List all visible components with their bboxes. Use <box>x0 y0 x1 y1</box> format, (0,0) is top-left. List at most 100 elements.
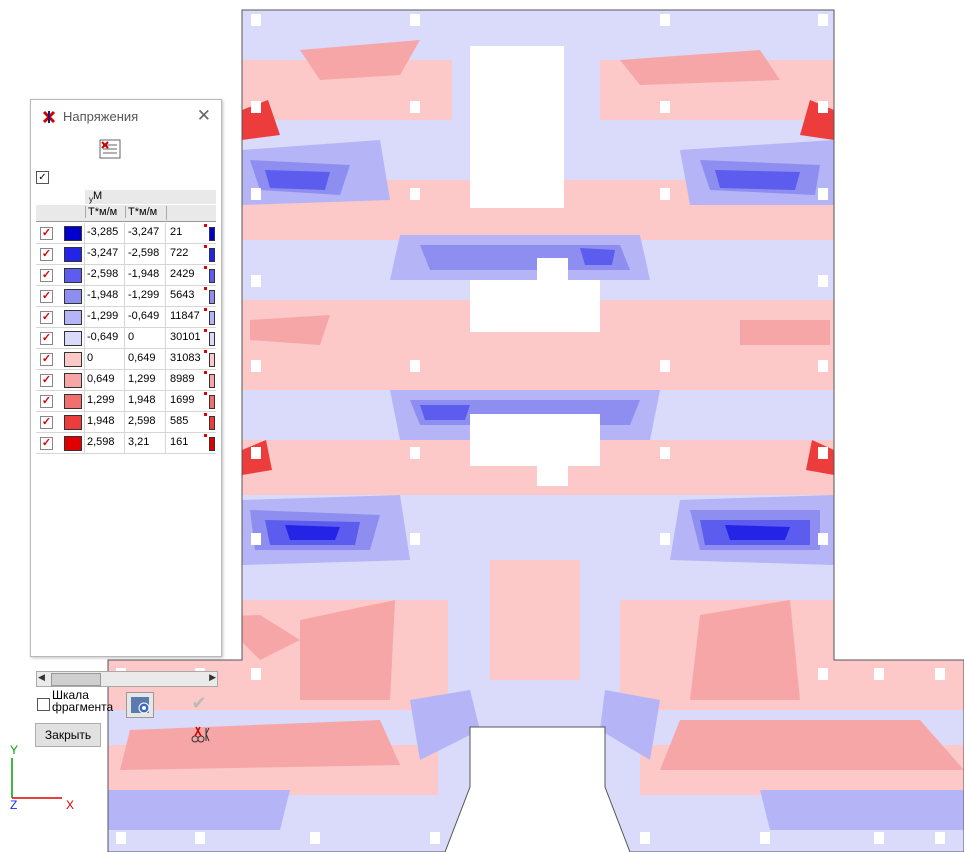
color-swatch[interactable] <box>64 289 82 304</box>
legend-row[interactable]: ✓ -3,285 -3,247 21 <box>36 223 216 244</box>
row-flag <box>204 287 207 290</box>
row-visibility-checkbox[interactable]: ✓ <box>40 437 53 450</box>
color-swatch[interactable] <box>64 247 82 262</box>
element-count: 11847 <box>170 310 200 322</box>
range-to: 1,948 <box>128 394 156 406</box>
range-from: -3,285 <box>87 226 119 238</box>
close-icon[interactable]: ✕ <box>196 106 211 125</box>
fragment-scale-label: Шкала фрагмента <box>52 689 113 713</box>
color-swatch[interactable] <box>64 310 82 325</box>
horizontal-scrollbar[interactable]: ◀ ▶ <box>36 671 218 687</box>
row-flag <box>204 245 207 248</box>
cell-divider <box>84 391 85 411</box>
cell-divider <box>124 244 125 264</box>
legend-row[interactable]: ✓ 1,948 2,598 585 <box>36 412 216 433</box>
scissors-tool-icon[interactable] <box>189 723 211 745</box>
legend-row[interactable]: ✓ -3,247 -2,598 722 <box>36 244 216 265</box>
select-all-checkbox[interactable]: ✓ <box>36 171 49 184</box>
range-to: 0 <box>128 331 135 343</box>
row-visibility-checkbox[interactable]: ✓ <box>40 353 53 366</box>
cell-divider <box>84 307 85 327</box>
range-from: 0 <box>87 352 94 364</box>
row-visibility-checkbox[interactable]: ✓ <box>40 290 53 303</box>
color-bar <box>209 269 215 283</box>
dialog-titlebar[interactable]: Напряжения ✕ <box>31 100 221 133</box>
scroll-left-icon[interactable]: ◀ <box>38 672 45 682</box>
scale-settings-button[interactable] <box>126 692 154 718</box>
legend-row[interactable]: ✓ 1,299 1,948 1699 <box>36 391 216 412</box>
app-logo-icon <box>41 110 57 124</box>
row-flag <box>204 350 207 353</box>
fragment-scale-label-line2: фрагмента <box>52 700 114 714</box>
color-swatch[interactable] <box>64 331 82 346</box>
element-count: 30101 <box>170 331 201 343</box>
color-swatch[interactable] <box>64 415 82 430</box>
color-swatch[interactable] <box>64 394 82 409</box>
cell-divider <box>165 412 166 432</box>
cell-divider <box>165 286 166 306</box>
range-from: 2,598 <box>87 436 115 448</box>
color-bar <box>209 353 215 367</box>
element-count: 585 <box>170 415 189 427</box>
color-swatch[interactable] <box>64 352 82 367</box>
row-visibility-checkbox[interactable]: ✓ <box>40 395 53 408</box>
legend-row[interactable]: ✓ -1,948 -1,299 5643 <box>36 286 216 307</box>
row-flag <box>204 371 207 374</box>
export-table-icon[interactable] <box>97 138 123 160</box>
element-count: 161 <box>170 436 189 448</box>
cell-divider <box>124 370 125 390</box>
scroll-right-icon[interactable]: ▶ <box>209 672 216 682</box>
legend-row[interactable]: ✓ -1,299 -0,649 11847 <box>36 307 216 328</box>
row-visibility-checkbox[interactable]: ✓ <box>40 416 53 429</box>
cell-divider <box>84 265 85 285</box>
legend-row[interactable]: ✓ 2,598 3,21 161 <box>36 433 216 454</box>
legend-row[interactable]: ✓ -0,649 0 30101 <box>36 328 216 349</box>
legend-row[interactable]: ✓ 0 0,649 31083 <box>36 349 216 370</box>
scrollbar-thumb[interactable] <box>51 673 101 686</box>
color-swatch[interactable] <box>64 268 82 283</box>
range-from: -1,948 <box>87 289 119 301</box>
row-flag <box>204 329 207 332</box>
range-to: 2,598 <box>128 415 156 427</box>
axis-lines <box>11 758 62 799</box>
range-from: -3,247 <box>87 247 119 259</box>
color-swatch[interactable] <box>64 436 82 451</box>
axis-y-label: Y <box>10 743 19 757</box>
element-count: 5643 <box>170 289 195 301</box>
row-visibility-checkbox[interactable]: ✓ <box>40 227 53 240</box>
fragment-scale-checkbox[interactable] <box>37 698 50 711</box>
apply-button[interactable]: ✔ <box>191 693 207 713</box>
range-to: 1,299 <box>128 373 156 385</box>
element-count: 8989 <box>170 373 195 385</box>
row-visibility-checkbox[interactable]: ✓ <box>40 311 53 324</box>
cell-divider <box>84 223 85 243</box>
legend-row[interactable]: ✓ 0,649 1,299 8989 <box>36 370 216 391</box>
fragment-scale-label-line1: Шкала <box>52 688 89 702</box>
range-to: -3,247 <box>128 226 160 238</box>
row-visibility-checkbox[interactable]: ✓ <box>40 269 53 282</box>
color-bar <box>209 416 215 430</box>
range-from: -1,299 <box>87 310 119 322</box>
cell-divider <box>165 328 166 348</box>
range-from: -0,649 <box>87 331 119 343</box>
row-visibility-checkbox[interactable]: ✓ <box>40 332 53 345</box>
row-visibility-checkbox[interactable]: ✓ <box>40 248 53 261</box>
range-from: -2,598 <box>87 268 119 280</box>
legend-row[interactable]: ✓ -2,598 -1,948 2429 <box>36 265 216 286</box>
cell-divider <box>84 349 85 369</box>
color-bar <box>209 395 215 409</box>
color-bar <box>209 332 215 346</box>
color-swatch[interactable] <box>64 373 82 388</box>
row-flag <box>204 266 207 269</box>
color-swatch[interactable] <box>64 226 82 241</box>
row-visibility-checkbox[interactable]: ✓ <box>40 374 53 387</box>
cell-divider <box>165 244 166 264</box>
close-button[interactable]: Закрыть <box>35 723 101 747</box>
cell-divider <box>84 433 85 453</box>
color-bar <box>209 311 215 325</box>
range-to: -1,948 <box>128 268 160 280</box>
range-from: 0,649 <box>87 373 115 385</box>
